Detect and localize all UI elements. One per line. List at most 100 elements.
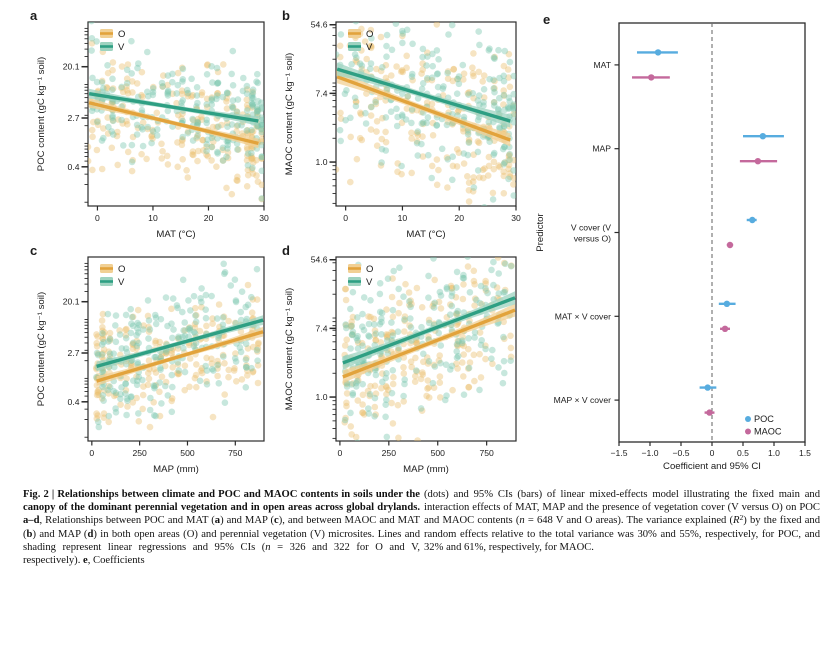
x-tick-label: 500 <box>431 448 446 458</box>
legend-label: V <box>366 42 373 53</box>
y-tick-label: 0.4 <box>68 162 80 172</box>
points-O <box>88 40 264 203</box>
y-tick-label: 1.0 <box>316 157 328 167</box>
y-tick-label: 54.6 <box>311 20 328 30</box>
legend-label: O <box>366 29 373 40</box>
x-axis-c: 0 250 500 750 <box>89 441 243 458</box>
legend-dot <box>745 428 751 435</box>
estimate-dot-MAOC <box>754 158 762 165</box>
legend-label: POC <box>754 414 774 424</box>
x-tick-label: 250 <box>382 448 397 458</box>
category-label: MAP × V cover <box>554 395 612 405</box>
x-tick-label: 750 <box>228 448 243 458</box>
legend-label: MAOC <box>754 427 782 437</box>
panel-d: d 54.6 7.4 1.0 0 250 500 750 OV MAP (mm) MAOC cont… <box>282 243 517 475</box>
y-axis-label: MAOC content (gC kg⁻¹ soil) <box>284 53 295 175</box>
x-axis-label: MAP (mm) <box>153 464 199 475</box>
regression-line-V <box>342 296 516 365</box>
x-tick-label: 0.5 <box>737 448 749 458</box>
scatter-points-b <box>336 22 516 206</box>
estimate-dot-MAOC <box>721 325 729 332</box>
estimate-dot-MAOC <box>726 241 734 249</box>
plot-frame <box>335 256 517 442</box>
x-axis-d: 0 250 500 750 <box>338 441 494 458</box>
caption-right-column: (dots) and 95% CIs (bars) of linear mixe… <box>424 489 821 553</box>
x-axis-b: 0 10 20 30 <box>343 206 521 223</box>
x-tick-label: 750 <box>479 448 494 458</box>
legend-label: V <box>118 42 125 53</box>
x-tick-label: 0 <box>710 448 715 458</box>
panel-letter-b: b <box>282 8 290 23</box>
x-tick-label: 30 <box>511 213 521 223</box>
panel-letter-d: d <box>282 243 290 258</box>
x-tick-label: 250 <box>132 448 147 458</box>
y-tick-label: 0.4 <box>68 397 80 407</box>
x-tick-label: −0.5 <box>673 448 690 458</box>
estimate-dot-MAOC <box>648 74 655 81</box>
legend-label: O <box>118 264 125 275</box>
regression-line-O <box>336 75 511 142</box>
regression-line-O <box>342 308 516 379</box>
y-tick-label: 54.6 <box>311 255 328 265</box>
x-tick-label: 0 <box>95 213 100 223</box>
panel-b: b 54.6 7.4 1.0 0 10 20 30 OV MAT (°C) MAOC content… <box>282 8 521 240</box>
regression-line-O <box>96 330 264 383</box>
regression-line-O <box>88 101 259 146</box>
category-label: versus O) <box>574 234 611 244</box>
estimate-dot-POC <box>749 216 756 224</box>
y-axis-label: POC content (gC kg⁻¹ soil) <box>36 57 47 171</box>
y-axis-b: 54.6 7.4 1.0 <box>311 20 336 204</box>
estimate-dot-POC <box>704 384 711 391</box>
legend-c: OV <box>100 264 125 288</box>
legend-label: V <box>366 277 373 288</box>
y-tick-label: 2.7 <box>68 348 80 358</box>
x-axis-label: MAT (°C) <box>156 229 195 240</box>
y-axis-d: 54.6 7.4 1.0 <box>311 255 336 439</box>
regression-line-V <box>96 318 264 369</box>
regression-line-V <box>88 91 259 123</box>
category-label: V cover (V <box>571 223 611 233</box>
legend-d: OV <box>348 264 373 288</box>
figure-panels: a 20.1 2.7 0.4 0 10 20 30 O V MAT (°C) POC content … <box>30 8 811 475</box>
legend-label: O <box>118 29 125 40</box>
estimate-dot-POC <box>654 49 662 56</box>
x-tick-label: 20 <box>454 213 464 223</box>
x-axis-e: −1.5 −1.0 −0.5 0 0.5 1.0 1.5 <box>611 442 811 458</box>
y-tick-label: 7.4 <box>316 88 328 98</box>
x-tick-label: −1.5 <box>611 448 628 458</box>
regression-line-V <box>336 67 511 123</box>
panel-letter-e: e <box>543 12 550 27</box>
y-tick-label: 20.1 <box>63 62 80 72</box>
x-tick-label: 0 <box>89 448 94 458</box>
y-axis-a: 20.1 2.7 0.4 <box>63 27 88 203</box>
plot-frame <box>618 22 806 443</box>
panel-letter-a: a <box>30 8 38 23</box>
legend-e: POC MAOC <box>745 414 782 437</box>
x-tick-label: −1.0 <box>642 448 659 458</box>
category-label: MAP <box>592 144 611 154</box>
x-tick-label: 10 <box>398 213 408 223</box>
legend-b: OV <box>348 29 373 53</box>
caption-left-column: Fig. 2 | Relationships between climate a… <box>23 489 420 567</box>
x-tick-label: 500 <box>180 448 195 458</box>
y-tick-label: 2.7 <box>68 113 80 123</box>
plot-frame <box>87 256 265 442</box>
estimate-dot-POC <box>759 133 767 140</box>
legend-label: V <box>118 277 125 288</box>
panel-letter-c: c <box>30 243 37 258</box>
legend-dot <box>745 416 751 422</box>
category-label: MAT × V cover <box>555 311 611 321</box>
x-axis-label: MAP (mm) <box>403 464 449 475</box>
y-axis-c: 20.1 2.7 0.4 <box>63 262 88 438</box>
plot-frame <box>335 21 517 207</box>
y-tick-label: 1.0 <box>316 392 328 402</box>
y-axis-label: MAOC content (gC kg⁻¹ soil) <box>284 288 295 410</box>
estimate-dot-MAOC <box>706 409 713 416</box>
x-tick-label: 20 <box>204 213 214 223</box>
legend-label: O <box>366 264 373 275</box>
y-axis-label: POC content (gC kg⁻¹ soil) <box>36 292 47 406</box>
x-axis-label: MAT (°C) <box>406 229 445 240</box>
